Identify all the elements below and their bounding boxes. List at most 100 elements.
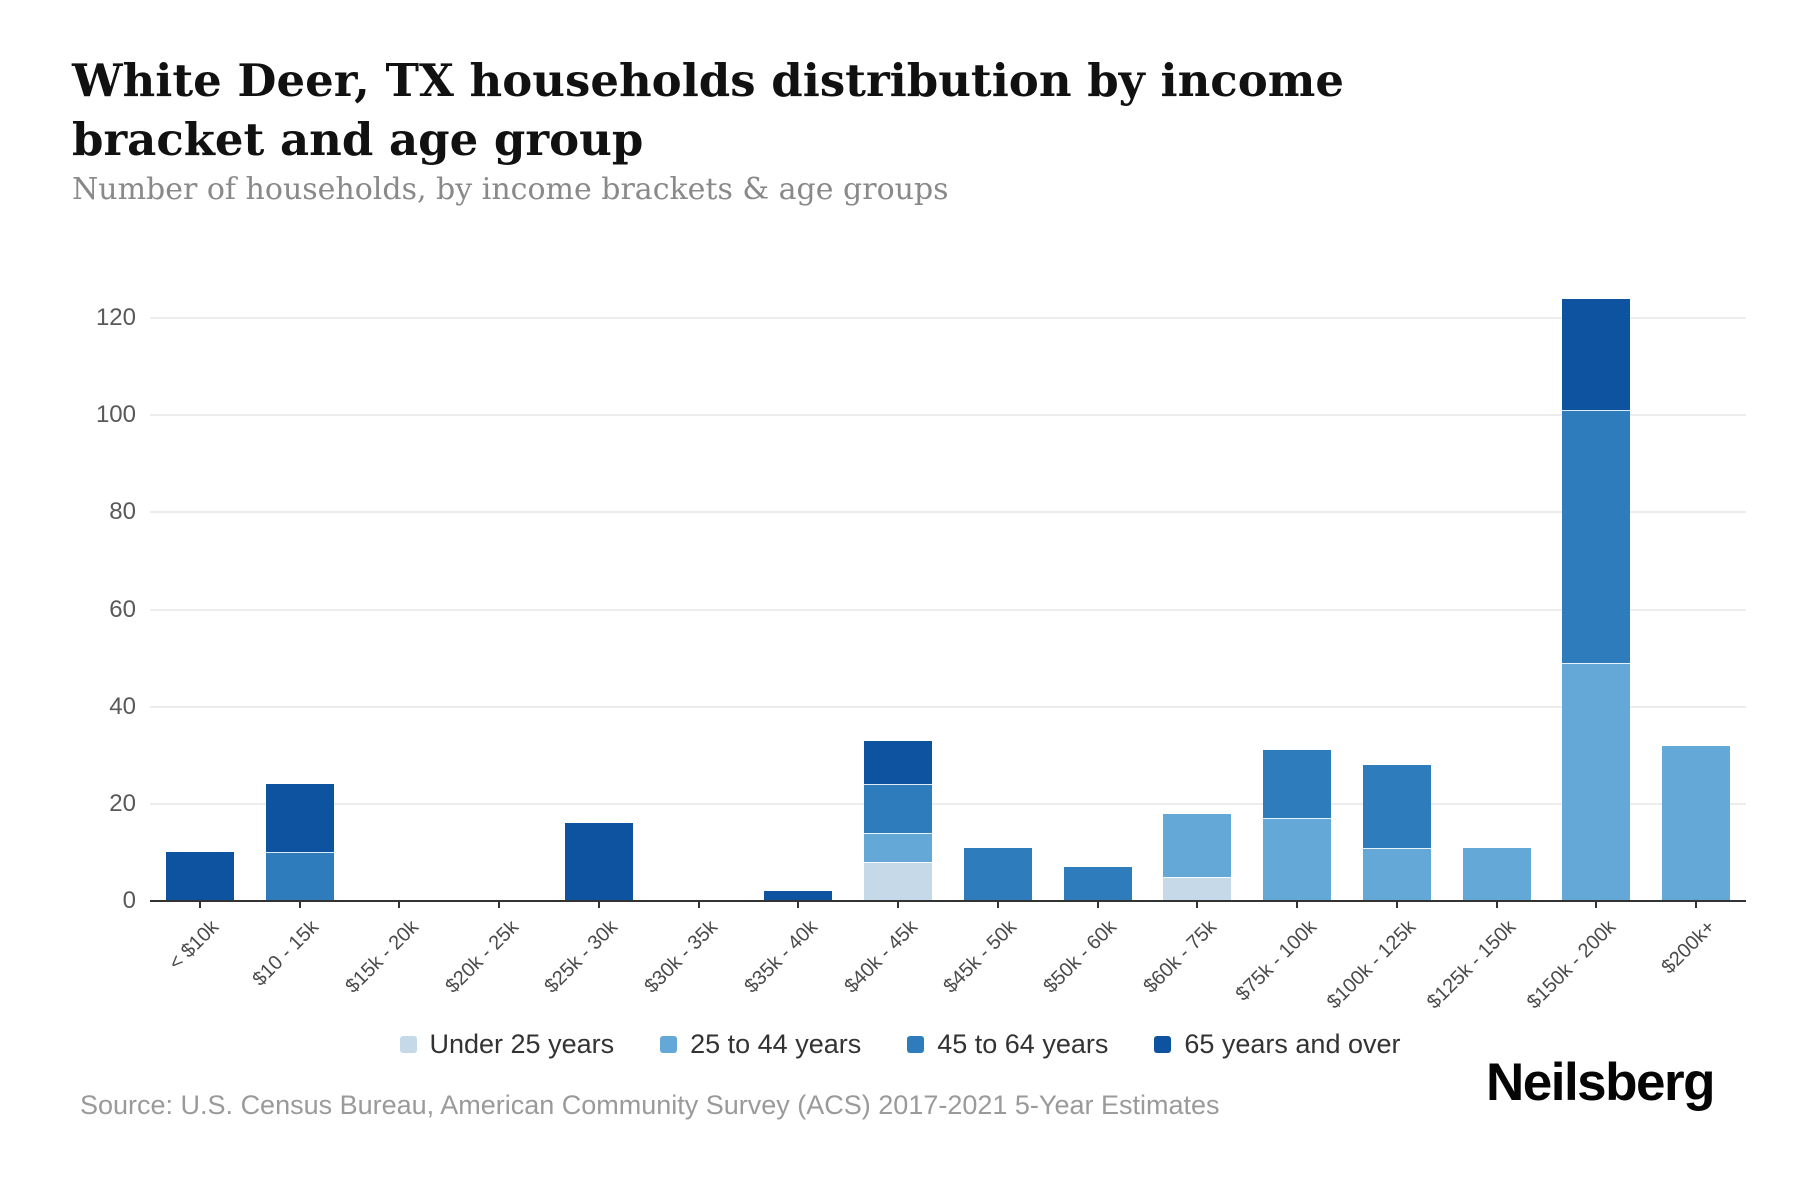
x-axis-label-45k-50k: $45k - 50k (939, 916, 1022, 998)
bar-50k-60k (1063, 867, 1132, 901)
x-axis-label-20k-25k: $20k - 25k (441, 916, 523, 998)
bar-35k-40k (764, 891, 833, 901)
x-axis-label-40k-45k: $40k - 45k (840, 916, 922, 998)
x-axis-label-30k-35k: $30k - 35k (640, 916, 723, 998)
x-axis-tick (498, 901, 501, 908)
bar-segment-45-to-64-years[interactable] (1263, 750, 1332, 819)
bar-segment-25-to-44-years[interactable] (1163, 813, 1232, 877)
chart-title: White Deer, TX households distribution b… (72, 54, 1344, 166)
x-axis-tick (398, 901, 401, 908)
bar-40k-45k (864, 740, 933, 901)
x-axis-tick (1395, 901, 1398, 908)
bar-segment-45-to-64-years[interactable] (265, 852, 334, 901)
bar-segment-45-to-64-years[interactable] (963, 847, 1032, 901)
chart-legend: Under 25 years 25 to 44 years 45 to 64 yea… (0, 1022, 1800, 1066)
bar-60k-75k (1163, 813, 1232, 901)
legend-item-25-to-44-years[interactable]: 25 to 44 years (660, 1029, 861, 1060)
legend-label: 45 to 64 years (937, 1028, 1109, 1059)
x-axis-tick (1495, 901, 1498, 908)
x-axis-tick (697, 901, 700, 908)
y-axis-tick-label: 120 (95, 304, 136, 332)
x-axis-label-10k: < $10k (165, 916, 224, 975)
bar-75k-100k (1263, 750, 1332, 901)
bar-segment-25-to-44-years[interactable] (864, 833, 933, 863)
bar-25k-30k (564, 823, 633, 901)
x-axis-line (150, 900, 1746, 902)
bar-segment-65-years-and-over[interactable] (564, 823, 633, 901)
y-axis-tick-label: 0 (122, 887, 136, 914)
x-axis-label-100k-125k: $100k - 125k (1323, 916, 1421, 1014)
gridline (150, 511, 1746, 514)
legend-swatch (399, 1035, 417, 1053)
bar-125k-150k (1462, 847, 1531, 901)
x-axis-label-10-15k: $10 - 15k (248, 916, 324, 991)
bar-segment-25-to-44-years[interactable] (1562, 662, 1631, 901)
bar-segment-65-years-and-over[interactable] (165, 852, 234, 901)
legend-label: 65 years and over (1184, 1028, 1401, 1059)
bar-segment-65-years-and-over[interactable] (864, 740, 933, 785)
x-axis-label-200k+: $200k+ (1657, 916, 1720, 979)
legend-label: Under 25 years (429, 1028, 615, 1059)
x-axis-tick (1695, 901, 1698, 908)
bar-segment-under-25-years[interactable] (1163, 876, 1232, 901)
legend-item-45-to-64-years[interactable]: 45 to 64 years (907, 1029, 1108, 1060)
y-axis-tick-label: 40 (109, 692, 136, 720)
x-axis-label-60k-75k: $60k - 75k (1139, 916, 1221, 998)
y-axis-tick-label: 60 (109, 595, 136, 623)
x-axis-label-75k-100k: $75k - 100k (1231, 916, 1321, 1006)
bar-10k (165, 852, 234, 901)
bar-segment-45-to-64-years[interactable] (1562, 410, 1631, 663)
x-axis-label-25k-30k: $25k - 30k (540, 916, 623, 998)
bar-segment-25-to-44-years[interactable] (1263, 818, 1332, 901)
gridline (150, 608, 1746, 611)
source-note: Source: U.S. Census Bureau, American Com… (80, 1090, 1220, 1120)
x-axis-tick (198, 901, 201, 908)
gridline (150, 414, 1746, 417)
x-axis-label-35k-40k: $35k - 40k (740, 916, 822, 998)
x-axis-tick (597, 901, 600, 908)
bar-100k-125k (1362, 764, 1431, 901)
bar-segment-25-to-44-years[interactable] (1462, 847, 1531, 901)
bar-segment-65-years-and-over[interactable] (1562, 298, 1631, 411)
x-axis-tick (797, 901, 800, 908)
x-axis-tick (298, 901, 301, 908)
bar-segment-under-25-years[interactable] (864, 862, 933, 901)
legend-item-under-25-years[interactable]: Under 25 years (399, 1028, 615, 1060)
bar-segment-25-to-44-years[interactable] (1662, 745, 1731, 901)
bar-10-15k (265, 784, 334, 901)
x-axis-tick (1196, 901, 1199, 908)
x-axis-tick (897, 901, 900, 908)
legend-swatch (907, 1035, 925, 1053)
x-axis-label-125k-150k: $125k - 150k (1422, 916, 1521, 1014)
bar-200k+ (1662, 745, 1731, 901)
neilsberg-logo: Neilsberg (1485, 1053, 1716, 1112)
y-axis-tick-label: 80 (109, 498, 136, 526)
legend-swatch (660, 1035, 678, 1053)
legend-label: 25 to 44 years (690, 1028, 862, 1059)
x-axis-tick (1595, 901, 1598, 908)
bar-segment-45-to-64-years[interactable] (864, 784, 933, 833)
gridline (150, 317, 1746, 320)
bar-45k-50k (963, 847, 1032, 901)
bar-segment-65-years-and-over[interactable] (764, 891, 833, 901)
x-axis-label-150k-200k: $150k - 200k (1522, 916, 1620, 1014)
bar-150k-200k (1562, 298, 1631, 901)
chart-subtitle: Number of households, by income brackets… (72, 172, 949, 207)
gridline (150, 802, 1746, 805)
y-axis-tick-label: 100 (95, 401, 136, 429)
legend-swatch (1154, 1035, 1172, 1053)
x-axis-tick (1296, 901, 1299, 908)
gridline (150, 705, 1746, 708)
y-axis-tick-label: 20 (109, 789, 136, 817)
x-axis-label-15k-20k: $15k - 20k (341, 916, 423, 998)
x-axis-tick (1096, 901, 1099, 908)
bar-segment-45-to-64-years[interactable] (1362, 764, 1431, 848)
bar-segment-25-to-44-years[interactable] (1362, 847, 1431, 901)
bar-segment-65-years-and-over[interactable] (265, 784, 334, 853)
legend-item-65-years-and-over[interactable]: 65 years and over (1154, 1028, 1401, 1060)
x-axis-tick (996, 901, 999, 908)
x-axis-label-50k-60k: $50k - 60k (1039, 916, 1122, 998)
bar-segment-45-to-64-years[interactable] (1063, 867, 1132, 901)
